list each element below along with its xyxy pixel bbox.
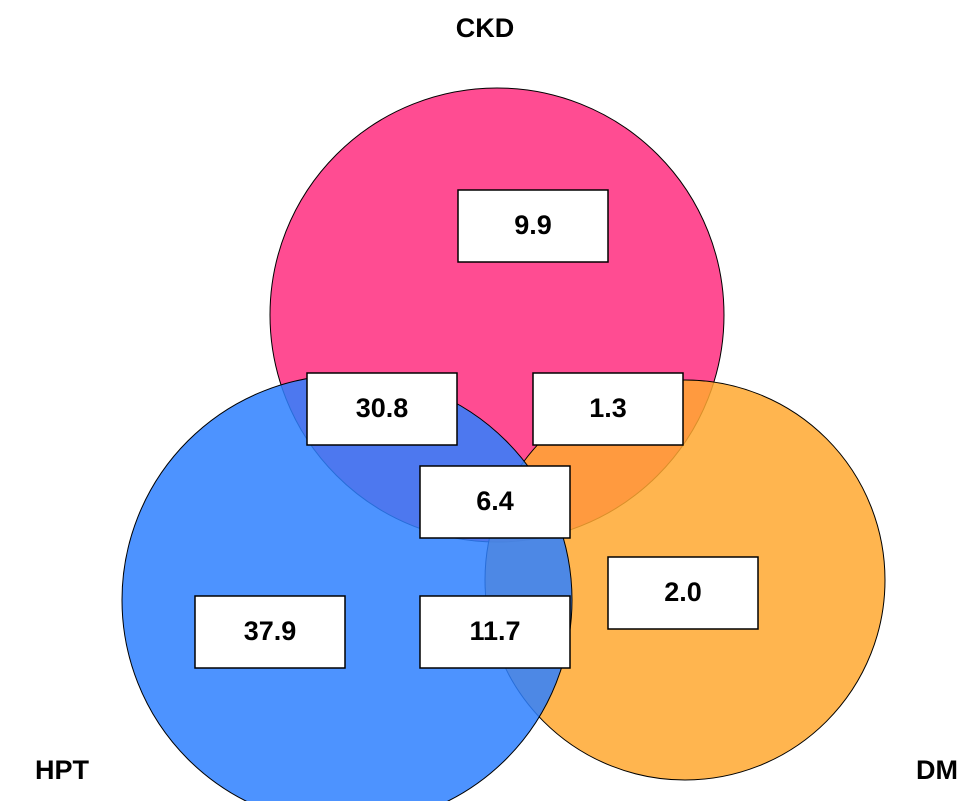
region-label: 37.9 [244, 616, 297, 646]
region-box [457, 189, 609, 263]
region-label: 1.3 [589, 393, 627, 423]
region-label: 11.7 [469, 616, 520, 646]
region-box [194, 595, 346, 669]
set-label: CKD [456, 13, 515, 43]
region-label: 6.4 [476, 486, 514, 516]
region-label: 9.9 [514, 210, 552, 240]
region-box [419, 465, 571, 539]
region-box [532, 372, 684, 446]
region-label: 30.8 [356, 393, 409, 423]
region-box [419, 595, 571, 669]
region-box [607, 556, 759, 630]
set-label: DM [916, 755, 958, 785]
region-label: 2.0 [664, 577, 702, 607]
region-box [306, 372, 458, 446]
set-label: HPT [35, 755, 90, 785]
